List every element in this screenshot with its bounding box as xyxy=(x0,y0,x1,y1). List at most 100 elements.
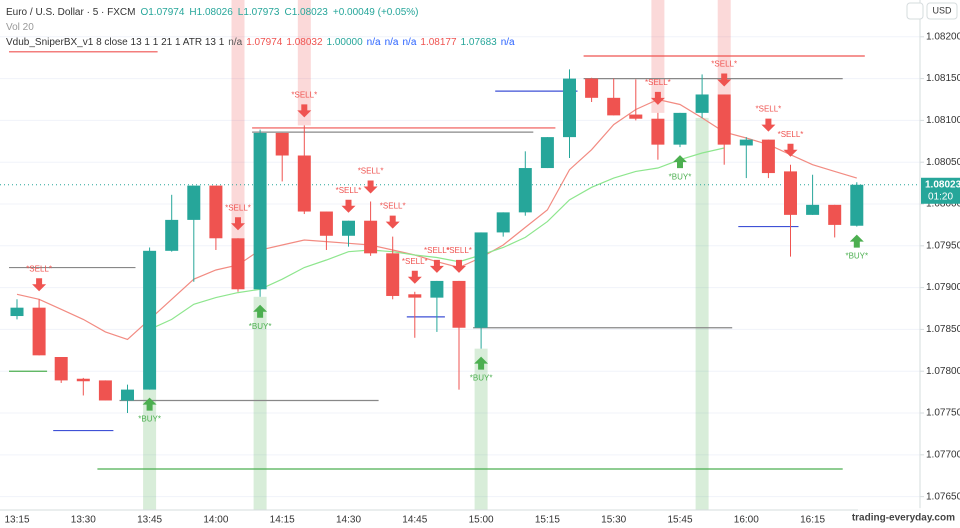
currency-button xyxy=(926,2,958,20)
candle-body xyxy=(474,232,488,328)
indicator-value: 1.08032 xyxy=(286,37,323,48)
signal-highlight xyxy=(717,0,731,95)
indicator-value: 1.07683 xyxy=(461,37,498,48)
candle-body xyxy=(540,137,554,169)
candle-body xyxy=(342,220,355,236)
signal-highlight xyxy=(253,296,267,510)
signal-label: *SELL* xyxy=(380,202,406,211)
candle-body xyxy=(761,139,775,174)
signal-label: *SELL* xyxy=(402,257,428,266)
candle-body xyxy=(408,294,422,298)
x-tick-label: 14:15 xyxy=(270,515,295,526)
signal-label: *SELL* xyxy=(26,264,52,273)
candle-body xyxy=(585,78,599,98)
indicator-value: n/a xyxy=(367,37,381,48)
y-tick-label: 1.07900 xyxy=(926,282,960,293)
sell-arrow xyxy=(650,91,665,105)
x-tick-label: 15:00 xyxy=(469,515,494,526)
candle-body xyxy=(828,204,842,225)
candle-body xyxy=(143,250,157,390)
y-tick-label: 1.07700 xyxy=(926,449,960,460)
signal-label: *SELL* xyxy=(291,91,317,100)
indicator-value: n/a xyxy=(228,37,242,48)
candle-body xyxy=(231,238,245,290)
y-tick-label: 1.07950 xyxy=(926,240,960,251)
time-axis-bg xyxy=(0,511,920,528)
sell-arrow xyxy=(385,215,400,229)
signal-label: *SELL* xyxy=(336,186,362,195)
candle-body xyxy=(717,94,731,145)
candle-body xyxy=(695,94,709,113)
y-tick-label: 1.07750 xyxy=(926,408,960,419)
indicator-line xyxy=(149,147,725,330)
sell-arrow xyxy=(452,259,466,273)
signal-label: *BUY* xyxy=(470,374,493,383)
currency-label: USD xyxy=(932,5,952,15)
x-tick-label: 15:30 xyxy=(601,515,626,526)
buy-arrow xyxy=(474,356,489,370)
legend-row: Vdub_SniperBX_v1 8 close 13 1 1 21 1 ATR… xyxy=(6,37,515,48)
sell-arrow xyxy=(231,217,245,231)
symbol: Euro / U.S. Dollar · 5 · FXCM xyxy=(6,7,135,18)
watermark: trading-everyday.com xyxy=(852,513,955,524)
legend-row: Vol 20 xyxy=(6,22,34,33)
signal-label: *BUY* xyxy=(669,172,692,181)
signal-highlight xyxy=(143,389,157,510)
y-tick-label: 1.08200 xyxy=(926,31,960,42)
candle-body xyxy=(209,185,223,239)
candle-body xyxy=(76,378,90,382)
ohlc-value: O1.07974 xyxy=(140,7,184,18)
candle-body xyxy=(518,168,532,213)
signal-label: *BUY* xyxy=(845,252,868,261)
y-tick-label: 1.08050 xyxy=(926,157,960,168)
ohlc-value: +0.00049 (+0.05%) xyxy=(333,7,419,18)
indicator-value: n/a xyxy=(501,37,515,48)
candle-body xyxy=(563,78,576,138)
volume: Vol 20 xyxy=(6,22,34,33)
sell-arrow xyxy=(429,259,444,273)
sell-arrow xyxy=(761,118,776,132)
candle-body xyxy=(364,220,378,254)
candle-body xyxy=(275,132,289,156)
candle-body xyxy=(496,212,510,233)
indicator-value: n/a xyxy=(385,37,399,48)
x-tick-label: 13:30 xyxy=(71,515,96,526)
price-tag-value: 1.08023 xyxy=(925,179,960,190)
ohlc-value: H1.08026 xyxy=(189,7,233,18)
y-tick-label: 1.07800 xyxy=(926,366,960,377)
signal-label: *SELL* xyxy=(778,130,804,139)
indicator-value: 1.00000 xyxy=(327,37,364,48)
candle-body xyxy=(10,307,24,317)
candle-body xyxy=(850,184,864,226)
signal-label: *SELL* xyxy=(711,60,737,69)
candle-body xyxy=(32,307,46,356)
candle-body xyxy=(386,253,400,296)
sell-arrow xyxy=(297,104,312,118)
sell-arrow xyxy=(407,270,422,284)
ohlc-value: C1.08023 xyxy=(285,7,329,18)
candle-body xyxy=(452,280,466,328)
candle-body xyxy=(297,155,311,212)
candle-body xyxy=(319,211,333,236)
candle-body xyxy=(165,219,179,251)
indicator-value: 1.08177 xyxy=(420,37,457,48)
signal-label: *SELL* xyxy=(225,203,251,212)
candle-body xyxy=(430,280,444,298)
y-tick-label: 1.08100 xyxy=(926,115,960,126)
settings-button xyxy=(906,2,924,20)
y-tick-label: 1.08000 xyxy=(926,199,960,210)
candle-body xyxy=(673,112,687,145)
signal-label: *SELL* xyxy=(756,105,782,114)
buy-arrow xyxy=(253,304,268,318)
candle-body xyxy=(54,357,68,381)
sell-arrow xyxy=(783,143,798,157)
x-tick-label: 14:00 xyxy=(203,515,228,526)
x-tick-label: 14:45 xyxy=(402,515,427,526)
candle-body xyxy=(651,118,665,145)
signal-highlight xyxy=(297,0,311,126)
y-tick-label: 1.07850 xyxy=(926,324,960,335)
ohlc-value: L1.07973 xyxy=(238,7,280,18)
price-tag xyxy=(921,177,960,204)
